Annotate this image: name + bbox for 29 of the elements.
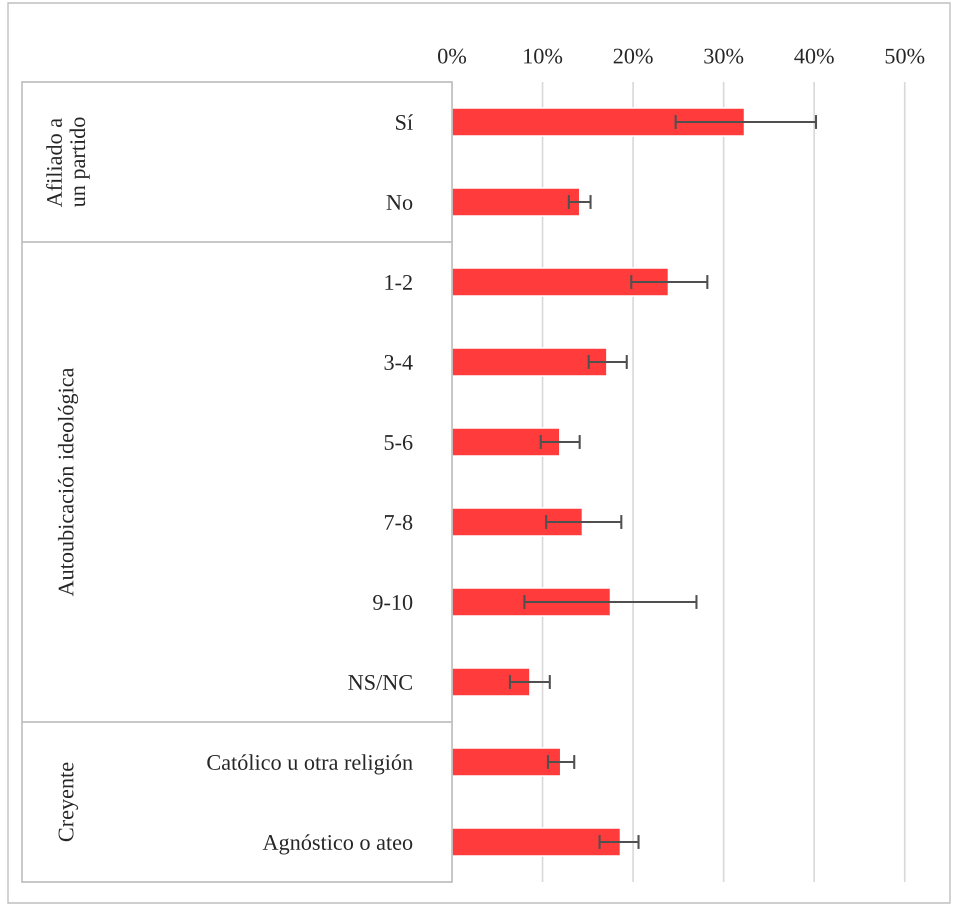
text: Afiliado a un partido bbox=[46, 117, 90, 208]
bar bbox=[452, 267, 670, 297]
y-tick-label: 3-4 bbox=[384, 354, 413, 370]
bar bbox=[452, 587, 612, 617]
x-tick-label: 50% bbox=[886, 48, 924, 64]
y-tick-label: Sí bbox=[396, 114, 413, 130]
x-tick-label: 10% bbox=[524, 48, 562, 64]
bar bbox=[452, 507, 584, 537]
text: Creyente bbox=[58, 762, 78, 842]
text: Autoubicación ideológica bbox=[58, 368, 78, 596]
bar bbox=[452, 107, 746, 137]
x-tick-label: 40% bbox=[794, 48, 834, 64]
bar bbox=[452, 827, 622, 857]
y-tick-label: 1-2 bbox=[385, 274, 412, 290]
bar bbox=[452, 427, 560, 457]
y-tick-label: 7-8 bbox=[384, 514, 412, 530]
y-tick-label: 9-10 bbox=[373, 594, 412, 610]
bar bbox=[452, 667, 531, 697]
y-tick-label: No bbox=[386, 195, 412, 210]
y-tick-label: Católico u otra religión bbox=[207, 754, 413, 775]
y-tick-label: 5-6 bbox=[384, 434, 412, 450]
y-tick-label: Agnóstico o ateo bbox=[262, 834, 412, 855]
x-tick-label: 30% bbox=[704, 48, 744, 64]
bar bbox=[452, 347, 608, 377]
bar bbox=[452, 747, 562, 777]
bar bbox=[452, 187, 580, 217]
y-tick-label: NS/NC bbox=[348, 674, 412, 690]
x-tick-label: 20% bbox=[614, 48, 653, 64]
x-tick-label: 0% bbox=[438, 48, 466, 64]
